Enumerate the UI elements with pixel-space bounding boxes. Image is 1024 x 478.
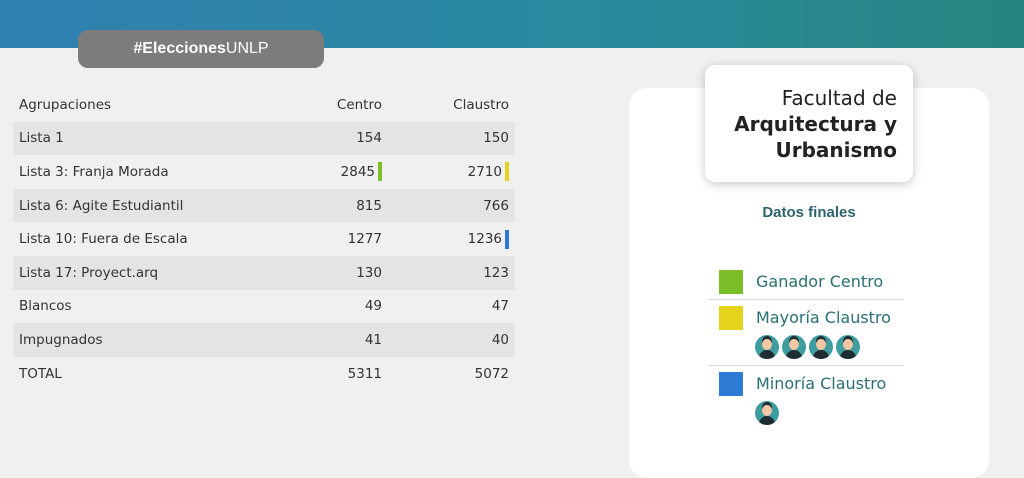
cell-claustro-value: 150 [483, 130, 509, 147]
header-agrupaciones: Agrupaciones [19, 96, 112, 113]
person-icon [755, 401, 779, 425]
cell-claustro-value: 766 [483, 197, 509, 214]
header-claustro: Claustro [453, 96, 509, 113]
table-row: Lista 17: Proyect.arq 130 123 [13, 255, 515, 290]
header-centro: Centro [336, 96, 382, 113]
faculty-line-3: Urbanismo [775, 138, 898, 162]
cell-centro: 41 [266, 323, 388, 357]
row-name: Lista 17: Proyect.arq [13, 255, 266, 290]
cell-claustro-value: 2710 [467, 163, 502, 180]
person-icon [809, 335, 833, 359]
cell-centro-value: 130 [356, 264, 382, 281]
claustro-marker [505, 162, 509, 182]
table-row: Lista 1 154 150 [13, 121, 515, 156]
cell-centro-value: 5311 [347, 365, 382, 382]
table-row: TOTAL 5311 5072 [13, 357, 515, 391]
legend-swatch [719, 305, 743, 330]
cell-centro-value: 49 [364, 298, 382, 315]
legend-label: Mayoría Claustro [756, 308, 891, 327]
table-header-row: Agrupaciones Centro Claustro [13, 88, 515, 122]
table-row: Lista 6: Agite Estudiantil 815 766 [13, 188, 515, 223]
row-name: Lista 10: Fuera de Escala [19, 231, 188, 248]
cell-claustro-value: 1236 [467, 231, 502, 248]
hashtag-rest: UNLP [225, 40, 269, 57]
legend-label: Ganador Centro [756, 272, 884, 291]
cell-claustro: 47 [388, 290, 515, 324]
cell-centro: 2845 [266, 155, 388, 189]
cell-claustro: 123 [388, 255, 515, 290]
cell-claustro: 766 [388, 188, 515, 223]
faculty-card: Facultad de Arquitectura y Urbanismo [705, 65, 913, 182]
legend-item: Mayoría Claustro [708, 300, 904, 366]
cell-centro: 130 [266, 255, 388, 290]
avatar-group [708, 401, 904, 431]
cell-claustro: 1236 [388, 222, 515, 256]
cell-centro-value: 1277 [347, 231, 382, 248]
cell-claustro-value: 47 [491, 298, 509, 315]
row-name: Lista 1 [13, 121, 266, 156]
legend-swatch [719, 371, 743, 396]
table-row: Lista 10: Fuera de Escala 1277 1236 [13, 222, 515, 256]
cell-claustro: 40 [388, 323, 515, 357]
table-row: Impugnados 41 40 [13, 323, 515, 357]
cell-claustro-value: 123 [483, 264, 509, 281]
legend-item: Ganador Centro [708, 264, 904, 300]
row-name: TOTAL [19, 365, 62, 382]
cell-centro: 49 [266, 290, 388, 324]
legend-swatch [719, 269, 743, 294]
cell-centro-value: 154 [356, 130, 382, 147]
cell-centro-value: 815 [356, 197, 382, 214]
row-name: Impugnados [13, 323, 266, 357]
legend: Ganador Centro Mayoría Claustro Minoría Cl… [708, 264, 904, 431]
person-icon [755, 335, 779, 359]
cell-claustro: 5072 [388, 357, 515, 391]
row-name: Blancos [19, 298, 72, 315]
table-row: Lista 3: Franja Morada 2845 2710 [13, 155, 515, 189]
faculty-line-1: Facultad de [781, 86, 897, 110]
centro-marker [378, 162, 382, 182]
cell-centro: 815 [266, 188, 388, 223]
claustro-marker [505, 229, 509, 249]
results-table: Agrupaciones Centro Claustro Lista 1 154 1… [13, 88, 515, 390]
cell-claustro-value: 5072 [474, 365, 509, 382]
cell-centro: 5311 [266, 357, 388, 391]
cell-centro: 1277 [266, 222, 388, 256]
cell-claustro: 150 [388, 121, 515, 156]
cell-centro-value: 41 [364, 331, 382, 348]
hashtag-bold: #Elecciones [133, 40, 226, 57]
row-name: Lista 3: Franja Morada [19, 163, 169, 180]
row-name: Lista 6: Agite Estudiantil [13, 188, 266, 223]
avatar-group [708, 335, 904, 365]
table-row: Blancos 49 47 [13, 290, 515, 324]
person-icon [836, 335, 860, 359]
person-icon [782, 335, 806, 359]
hashtag-badge: #Elecciones UNLP [78, 30, 324, 68]
legend-item: Minoría Claustro [708, 366, 904, 431]
cell-claustro-value: 40 [491, 331, 509, 348]
legend-label: Minoría Claustro [756, 374, 887, 393]
cell-claustro: 2710 [388, 155, 515, 189]
faculty-line-2: Arquitectura y [734, 112, 897, 136]
datos-finales-title: Datos finales [762, 204, 856, 221]
cell-centro: 154 [266, 121, 388, 156]
cell-centro-value: 2845 [340, 163, 375, 180]
